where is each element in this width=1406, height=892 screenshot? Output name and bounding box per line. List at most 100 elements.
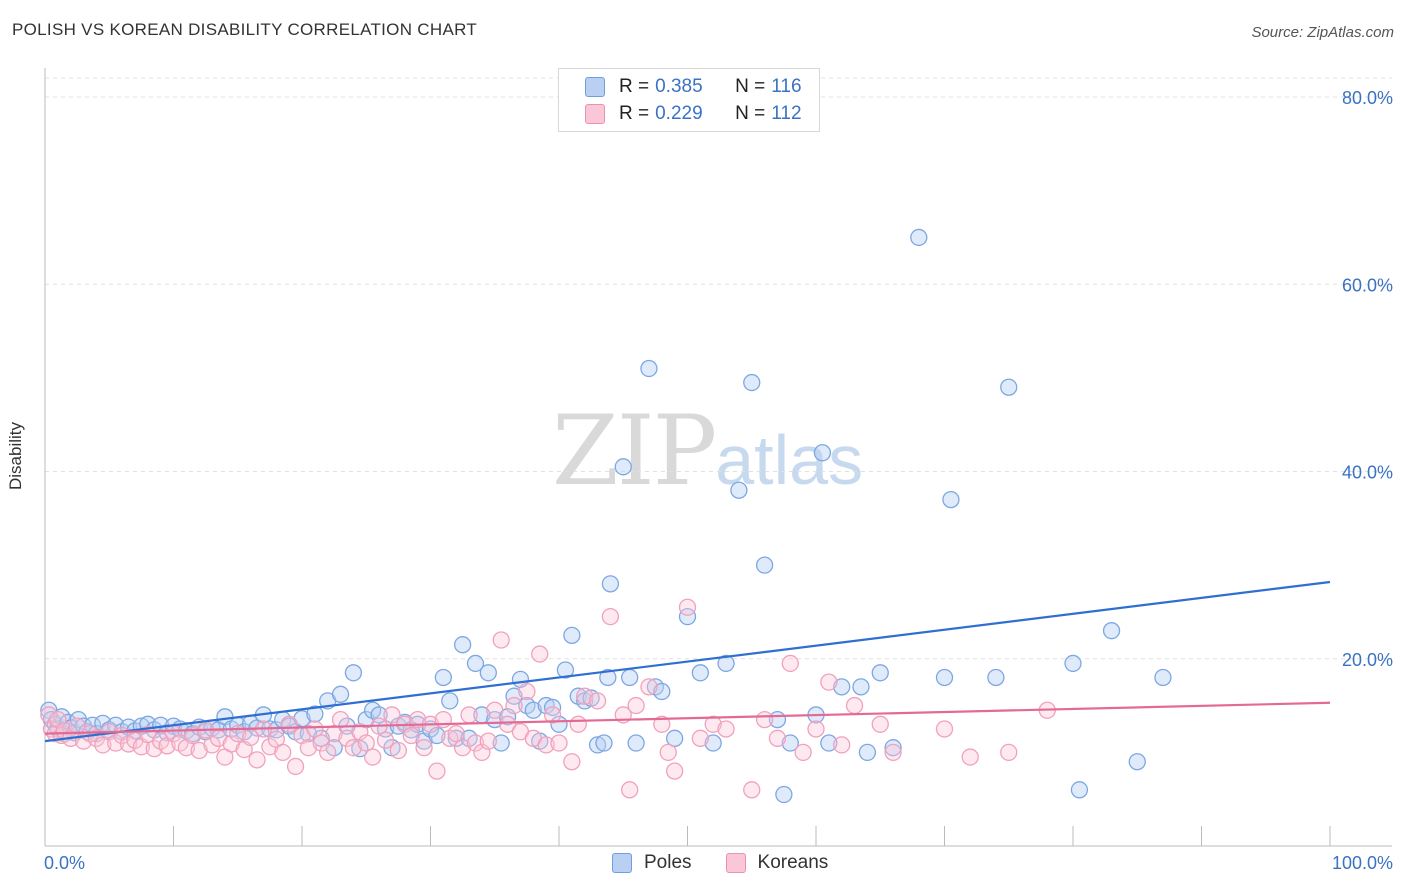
- data-point-poles: [344, 664, 363, 682]
- data-point-koreans: [518, 682, 536, 701]
- data-point-poles: [942, 490, 960, 509]
- data-point-koreans: [820, 673, 838, 691]
- data-point-koreans: [453, 739, 472, 757]
- data-point-koreans: [717, 720, 735, 738]
- data-point-koreans: [833, 736, 851, 754]
- data-point-koreans: [364, 748, 382, 766]
- data-point-poles: [640, 359, 658, 378]
- data-point-koreans: [563, 753, 581, 771]
- data-point-poles: [588, 736, 607, 754]
- data-point-poles: [492, 734, 510, 752]
- legend-r-value: 0.385: [655, 76, 703, 97]
- data-point-koreans: [884, 743, 902, 762]
- data-point-koreans: [40, 706, 58, 724]
- x-tick-label: 0.0%: [44, 853, 85, 873]
- chart-title: POLISH VS KOREAN DISABILITY CORRELATION …: [12, 20, 478, 39]
- data-point-koreans: [807, 720, 825, 738]
- legend-n-value: 112: [771, 103, 802, 124]
- data-point-poles: [537, 696, 555, 715]
- series-label-koreans: Koreans: [757, 852, 829, 873]
- data-point-koreans: [492, 631, 510, 649]
- data-point-poles: [884, 739, 902, 757]
- data-point-koreans: [286, 757, 305, 776]
- data-point-koreans: [588, 692, 607, 710]
- series-legend-item-poles[interactable]: Poles: [612, 852, 692, 874]
- data-point-koreans: [479, 732, 497, 750]
- data-point-poles: [1070, 781, 1089, 799]
- data-point-koreans: [460, 706, 478, 724]
- y-tick-label: 60.0%: [1342, 275, 1393, 295]
- data-point-koreans: [389, 741, 408, 760]
- data-point-poles: [653, 682, 671, 701]
- data-point-koreans: [344, 739, 363, 757]
- data-point-poles: [1128, 753, 1146, 771]
- correlation-legend: R = 0.385 N = 116 R = 0.229 N = 112: [558, 68, 820, 132]
- data-point-koreans: [203, 736, 221, 754]
- data-point-poles: [453, 636, 472, 654]
- data-point-poles: [595, 734, 613, 752]
- data-point-poles: [563, 626, 581, 644]
- data-point-poles: [743, 373, 761, 392]
- watermark: ZIPatlas: [552, 395, 863, 507]
- watermark-zip: ZIP: [552, 395, 717, 507]
- legend-swatch-poles: [585, 77, 605, 97]
- data-point-poles: [666, 729, 684, 747]
- data-point-koreans: [621, 781, 639, 799]
- data-point-poles: [601, 575, 620, 593]
- data-point-koreans: [383, 706, 401, 724]
- y-tick-label: 80.0%: [1342, 88, 1393, 108]
- y-tick-label: 40.0%: [1342, 463, 1393, 483]
- data-point-koreans: [704, 715, 722, 733]
- series-legend-item-koreans[interactable]: Koreans: [725, 852, 829, 874]
- data-point-koreans: [428, 762, 446, 780]
- data-point-poles: [1000, 378, 1018, 396]
- data-point-poles: [755, 556, 774, 574]
- data-point-koreans: [280, 715, 298, 733]
- data-point-poles: [987, 668, 1005, 687]
- data-point-koreans: [505, 696, 523, 715]
- data-point-poles: [524, 701, 542, 719]
- data-point-poles: [306, 705, 324, 723]
- legend-row-poles: R = 0.385 N = 116: [585, 75, 802, 99]
- data-point-poles: [599, 668, 617, 687]
- series-legend: Poles Koreans: [612, 852, 862, 874]
- data-point-koreans: [601, 607, 620, 626]
- data-point-koreans: [68, 717, 86, 735]
- data-point-poles: [935, 668, 954, 687]
- data-point-poles: [871, 664, 889, 682]
- data-point-koreans: [415, 739, 433, 757]
- data-point-koreans: [935, 720, 954, 738]
- data-point-koreans: [743, 781, 761, 799]
- data-point-poles: [1102, 622, 1121, 640]
- data-point-poles: [678, 607, 697, 626]
- data-point-poles: [621, 668, 639, 687]
- x-tick-label: 100.0%: [1332, 853, 1393, 873]
- y-axis-label-text: Disability: [6, 421, 25, 491]
- data-point-poles: [627, 734, 645, 752]
- data-point-koreans: [486, 701, 504, 719]
- data-point-koreans: [755, 710, 774, 729]
- source-credit: Source: ZipAtlas.com: [1251, 24, 1394, 41]
- data-point-poles: [775, 785, 793, 804]
- legend-row-koreans: R = 0.229 N = 112: [585, 102, 802, 126]
- data-point-koreans: [691, 729, 709, 747]
- data-point-poles: [820, 734, 838, 752]
- data-point-poles: [447, 729, 465, 747]
- series-label-poles: Poles: [644, 852, 692, 873]
- data-point-koreans: [678, 598, 697, 616]
- data-point-koreans: [357, 734, 375, 752]
- series-swatch-poles: [612, 853, 632, 873]
- data-point-poles: [858, 743, 877, 762]
- data-point-koreans: [871, 715, 889, 733]
- data-point-koreans: [466, 734, 485, 752]
- data-point-poles: [614, 458, 632, 476]
- data-point-koreans: [653, 715, 671, 733]
- data-point-koreans: [543, 706, 562, 724]
- data-point-koreans: [627, 696, 645, 715]
- data-point-poles: [730, 481, 748, 499]
- legend-swatch-koreans: [585, 104, 605, 124]
- data-point-koreans: [331, 710, 350, 729]
- trend-line-koreans: [44, 701, 1331, 735]
- data-point-poles: [466, 654, 485, 673]
- data-point-poles: [312, 729, 330, 747]
